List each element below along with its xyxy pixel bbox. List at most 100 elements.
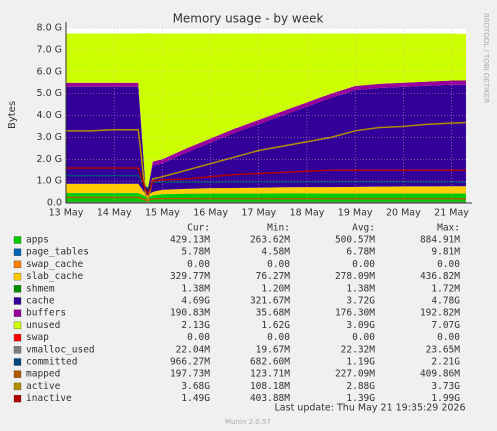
legend-max: 1.99G — [431, 393, 460, 404]
legend-min: 76.27M — [256, 271, 291, 282]
legend-header: Cur: — [187, 223, 210, 234]
legend-cur: 0.00 — [187, 332, 210, 343]
legend-max: 409.86M — [420, 369, 460, 380]
legend-max: 0.00 — [437, 259, 460, 270]
x-tick-label: 14 May — [97, 208, 132, 219]
legend-max: 1.72M — [431, 283, 460, 294]
legend-name: unused — [26, 320, 60, 331]
legend-name: active — [26, 381, 61, 392]
y-tick-label: 8.0 G — [37, 23, 63, 34]
legend-max: 884.91M — [420, 235, 460, 246]
x-tick-label: 18 May — [290, 208, 325, 219]
legend-name: mapped — [26, 369, 60, 380]
legend-swatch — [13, 309, 22, 317]
legend-min: 0.00 — [267, 259, 290, 270]
legend-avg: 3.09G — [346, 320, 375, 331]
y-tick-label: 4.0 G — [37, 110, 63, 121]
legend-min: 263.62M — [250, 235, 290, 246]
legend-min: 19.67M — [256, 344, 291, 355]
area-buffers — [66, 80, 466, 189]
legend-cur: 5.78M — [181, 247, 210, 258]
legend-avg: 0.00 — [352, 332, 375, 343]
legend-avg: 2.88G — [346, 381, 375, 392]
chart-title: Memory usage - by week — [173, 12, 324, 26]
legend-max: 4.78G — [431, 296, 460, 307]
legend-header: Min: — [267, 223, 290, 234]
line-inactive — [66, 167, 467, 197]
legend-avg: 1.38M — [346, 283, 375, 294]
legend-max: 2.21G — [431, 357, 460, 368]
legend-min: 35.68M — [256, 308, 291, 319]
legend-name: vmalloc_used — [26, 344, 95, 355]
legend-swatch — [13, 248, 22, 256]
legend-min: 1.62G — [261, 320, 290, 331]
legend-max: 0.00 — [437, 332, 460, 343]
legend-min: 123.71M — [250, 369, 290, 380]
legend-name: inactive — [26, 393, 72, 404]
y-tick-label: 0.0 — [47, 198, 62, 209]
y-tick-label: 6.0 G — [37, 66, 63, 77]
legend-avg: 500.57M — [335, 235, 375, 246]
legend-swatch — [13, 236, 22, 244]
line-active — [66, 121, 467, 204]
legend-swatch — [13, 346, 22, 354]
legend-min: 108.18M — [250, 381, 290, 392]
legend-name: shmem — [26, 283, 55, 294]
x-tick-label: 20 May — [386, 208, 421, 219]
legend-avg: 0.00 — [352, 259, 375, 270]
legend-cur: 4.69G — [181, 296, 210, 307]
legend-min: 682.60M — [250, 357, 290, 368]
legend-avg: 22.32M — [341, 344, 376, 355]
version: Munin 2.0.57 — [225, 418, 271, 426]
legend-swatch — [13, 297, 22, 305]
legend-name: swap_cache — [26, 259, 83, 270]
legend-min: 403.88M — [250, 393, 290, 404]
legend-cur: 22.04M — [176, 344, 211, 355]
legend-cur: 429.13M — [170, 235, 210, 246]
legend-avg: 1.39G — [346, 393, 375, 404]
legend-swatch — [13, 272, 22, 281]
side-text: RRDTOOL / TOBI OETIKER — [482, 13, 490, 103]
legend-cur: 1.38M — [181, 283, 210, 294]
legend-header: Max: — [437, 223, 460, 234]
legend-swatch — [13, 285, 22, 293]
area-slab_cache — [66, 183, 466, 198]
y-tick-label: 5.0 G — [37, 88, 63, 99]
legend-cur: 190.83M — [170, 308, 210, 319]
legend-max: 23.65M — [426, 344, 461, 355]
x-tick-label: 16 May — [193, 208, 228, 219]
legend-avg: 6.78M — [346, 247, 375, 258]
legend-max: 192.82M — [420, 308, 460, 319]
line-committed — [66, 174, 467, 190]
legend-swatch — [13, 321, 22, 330]
x-tick-label: 19 May — [338, 208, 373, 219]
legend-name: buffers — [26, 308, 66, 319]
legend-avg: 1.19G — [346, 357, 375, 368]
legend-min: 321.67M — [250, 296, 290, 307]
area-page_tables — [66, 193, 466, 198]
legend-cur: 197.73M — [170, 369, 210, 380]
legend-swatch — [13, 382, 22, 391]
legend-name: slab_cache — [26, 271, 83, 282]
footer: Last update: Thu May 21 19:35:29 2026 — [275, 403, 466, 414]
legend-name: swap — [26, 332, 49, 343]
legend-name: page_tables — [26, 247, 89, 258]
legend-name: apps — [26, 235, 49, 246]
legend-avg: 3.72G — [346, 296, 375, 307]
legend-swatch — [13, 333, 22, 342]
legend-name: cache — [26, 296, 55, 307]
legend-swatch — [13, 260, 22, 269]
legend-min: 4.58M — [261, 247, 290, 258]
legend-max: 7.07G — [431, 320, 460, 331]
legend-swatch — [13, 394, 22, 403]
x-tick-label: 21 May — [434, 208, 469, 219]
legend-cur: 329.77M — [170, 271, 210, 282]
y-tick-label: 7.0 G — [37, 44, 63, 55]
legend-max: 9.81M — [431, 247, 460, 258]
y-tick-label: 1.0 G — [37, 176, 63, 187]
x-tick-label: 17 May — [241, 208, 276, 219]
x-tick-label: 13 May — [49, 208, 84, 219]
legend-swatch — [13, 370, 22, 378]
legend-avg: 176.30M — [335, 308, 375, 319]
